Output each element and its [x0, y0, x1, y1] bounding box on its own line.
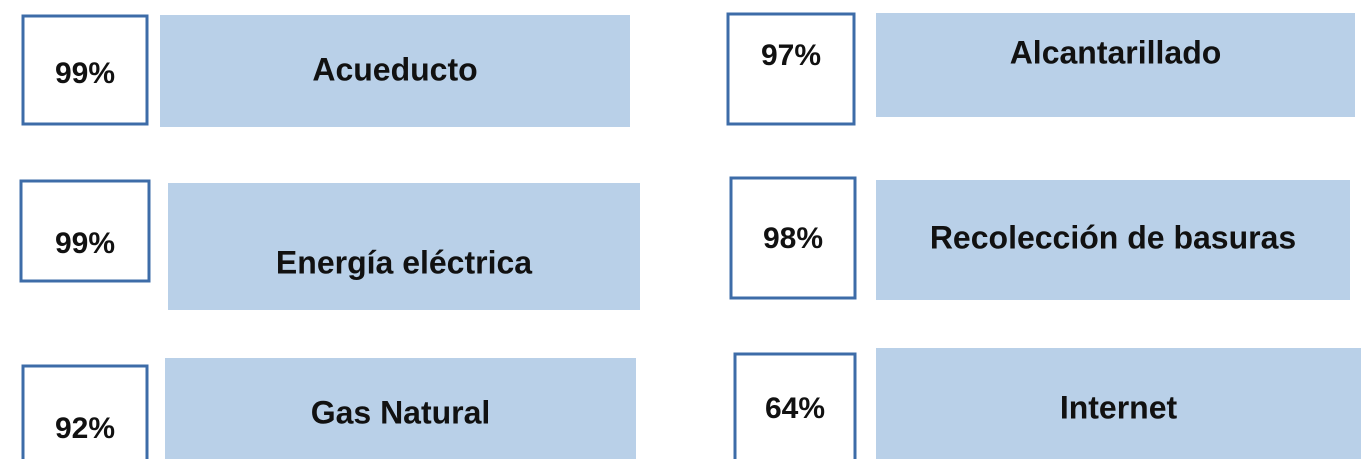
- percent-value: 98%: [763, 222, 823, 255]
- label-panel: [876, 13, 1355, 117]
- percent-box: [733, 352, 857, 459]
- percent-value: 92%: [55, 412, 115, 445]
- percent-box: [21, 364, 149, 459]
- percent-value: 64%: [765, 392, 825, 425]
- label-panel: [876, 348, 1361, 459]
- service-label: Energía eléctrica: [276, 244, 532, 280]
- service-label: Internet: [1060, 389, 1178, 425]
- label-panel: [876, 180, 1350, 300]
- label-panel: [168, 183, 640, 310]
- service-label: Gas Natural: [311, 394, 491, 430]
- percent-box: [729, 176, 857, 300]
- percent-box: [21, 14, 149, 126]
- percent-value: 97%: [761, 39, 821, 72]
- percent-value: 99%: [55, 57, 115, 90]
- percent-box: [726, 12, 856, 126]
- label-panel: [165, 358, 636, 459]
- percent-box: [19, 179, 151, 283]
- service-label: Alcantarillado: [1010, 34, 1222, 70]
- service-label: Acueducto: [312, 51, 477, 87]
- percent-value: 99%: [55, 227, 115, 260]
- label-panel: [160, 15, 630, 127]
- service-label: Recolección de basuras: [930, 219, 1296, 255]
